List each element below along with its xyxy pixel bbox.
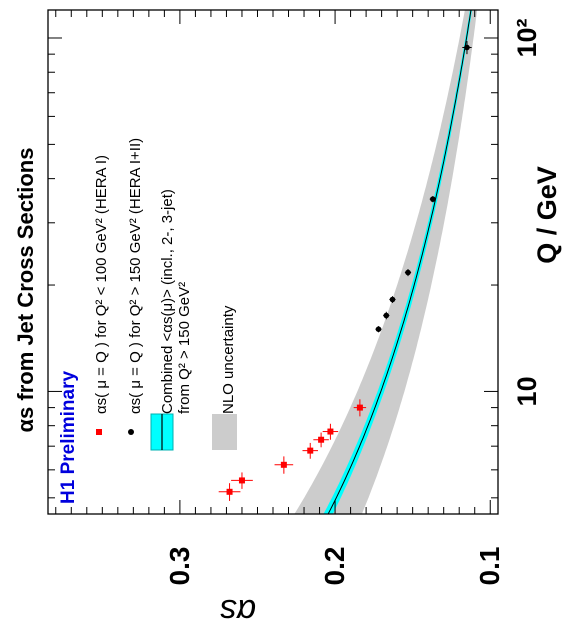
hera1-data-point xyxy=(307,447,314,454)
hera12-data-point xyxy=(430,196,436,202)
nlo-uncertainty-band xyxy=(294,10,478,514)
combined-fit-line xyxy=(327,9,472,515)
alpha-tick-label: 0.2 xyxy=(319,547,350,586)
legend-label-combined-line2: from Q² > 150 GeV² xyxy=(176,282,193,414)
hera12-data-point xyxy=(405,269,411,276)
legend-marker-red-square xyxy=(96,429,102,435)
legend-label-hera1: αs( μ = Q ) for Q² < 100 GeV² (HERA I) xyxy=(93,155,110,414)
hera12-data-point xyxy=(383,312,390,319)
hera1-data-point xyxy=(356,404,363,411)
bands-layer xyxy=(294,9,478,515)
legend-label-combined: Combined <αs(μ)> (incl., 2-, 3-jet) xyxy=(159,189,176,414)
hera12-data-point xyxy=(375,326,382,332)
hera1-data-point xyxy=(327,428,334,435)
legend-marker-grey-band xyxy=(212,414,237,450)
hera1-data-point xyxy=(318,436,325,443)
hera1-data-point xyxy=(226,488,233,495)
legend: H1 Preliminary αs( μ = Q ) for Q² < 100 … xyxy=(58,138,237,504)
q-tick-label: 10² xyxy=(512,18,542,57)
hera12-data-point xyxy=(464,44,470,51)
alpha-tick-label: 0.3 xyxy=(164,547,195,586)
hera1-data-point xyxy=(280,461,287,468)
data-points-layer xyxy=(218,41,472,501)
axis-ticks-layer: 0.1 0.2 0.3 10 10² xyxy=(48,10,542,585)
q-tick-label: 10 xyxy=(512,376,542,406)
x-axis-label: Q / GeV xyxy=(532,166,562,264)
alpha-tick-label: 0.1 xyxy=(474,547,505,586)
hera12-data-point xyxy=(389,296,396,303)
h1-preliminary-badge: H1 Preliminary xyxy=(58,371,79,504)
legend-label-nlo: NLO uncertainty xyxy=(220,305,237,414)
figure-title: αs from Jet Cross Sections xyxy=(13,148,38,433)
legend-marker-black-dot xyxy=(128,429,134,435)
y-axis-label: αs xyxy=(220,592,256,620)
hera1-data-point xyxy=(238,477,245,484)
legend-label-hera12: αs( μ = Q ) for Q² > 150 GeV² (HERA I+II… xyxy=(127,138,144,414)
